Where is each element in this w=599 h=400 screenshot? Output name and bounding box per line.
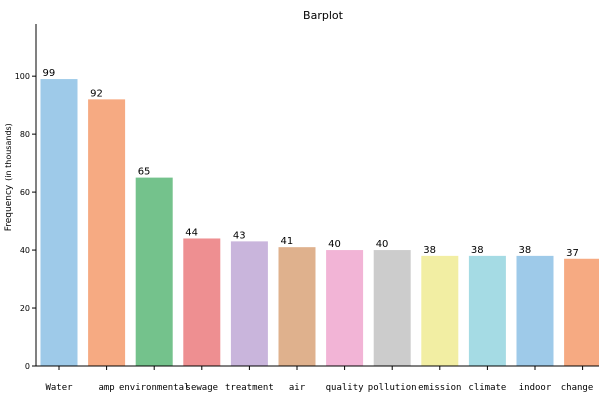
y-tick-label-20: 20 [20,304,30,313]
value-label-quality: 40 [328,239,341,250]
y-tick-label-80: 80 [20,130,30,139]
value-label-pollution: 40 [376,239,389,250]
value-label-Water: 99 [43,68,56,79]
y-tick-label-60: 60 [20,188,30,197]
value-label-climate: 38 [471,245,484,256]
bars-group [41,79,599,366]
bar-quality [326,250,363,366]
x-tick-label-amp: amp [98,383,114,393]
y-axis-label: Frequency (in thousands) [4,123,14,231]
x-tick-label-environmental: environmental [119,383,189,393]
x-tick-label-Water: Water [45,383,73,393]
bar-environmental [136,178,173,366]
x-tick-label-climate: climate [468,383,506,393]
x-tick-label-pollution: pollution [368,383,417,393]
bar-emission [421,256,458,366]
bar-climate [469,256,506,366]
y-axis-label-text: Frequency [4,184,14,231]
y-ticks-group: 0 20 40 60 80 100 [15,72,36,371]
value-label-indoor: 38 [519,245,532,256]
value-label-emission: 38 [423,245,436,256]
bar-change [564,259,599,366]
bar-pollution [374,250,411,366]
x-tick-label-indoor: indoor [519,383,552,393]
value-label-air: 41 [281,236,294,247]
x-tick-label-quality: quality [326,383,365,393]
bar-sewage [183,238,220,366]
value-label-change: 37 [566,248,579,259]
y-tick-label-40: 40 [20,246,30,255]
value-label-sewage: 44 [185,227,198,238]
x-tick-label-treatment: treatment [225,383,274,393]
chart-title: Barplot [303,9,344,22]
value-label-environmental: 65 [138,167,151,178]
value-label-amp: 92 [90,88,103,99]
y-tick-label-0: 0 [25,362,30,371]
x-tick-label-air: air [289,383,306,393]
bar-indoor [517,256,554,366]
bar-treatment [231,241,268,366]
x-tick-label-sewage: sewage [186,383,219,393]
bar-amp [88,99,125,366]
bar-Water [41,79,78,366]
y-axis-unit-text: (in thousands) [4,123,13,181]
x-tick-label-emission: emission [418,383,461,393]
bar-air [279,247,316,366]
x-tick-label-change: change [561,383,594,393]
value-label-treatment: 43 [233,230,246,241]
y-tick-label-100: 100 [15,72,30,81]
